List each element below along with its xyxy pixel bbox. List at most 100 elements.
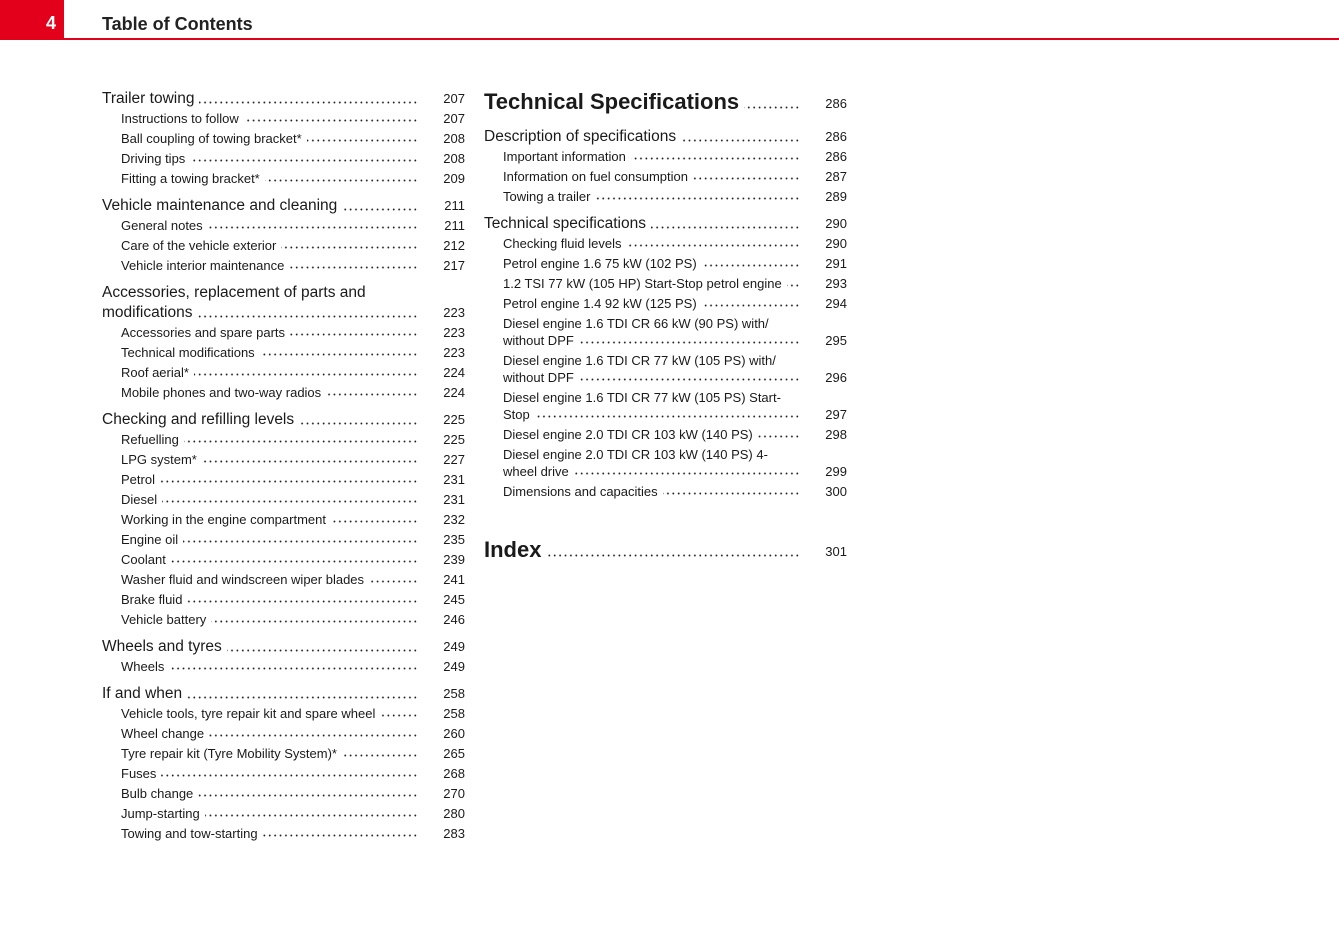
toc-entry: Instructions to follow 207 <box>102 110 465 130</box>
entry-title-wrap: Diesel engine 2.0 TDI CR 103 kW (140 PS)… <box>503 446 800 480</box>
entry-title: Care of the vehicle exterior <box>121 238 282 253</box>
toc-entry: Diesel engine 1.6 TDI CR 77 kW (105 PS) … <box>484 352 847 389</box>
entry-title: Technical modifications <box>121 345 260 360</box>
entry-title: Jump-starting <box>121 806 205 821</box>
entry-title: Fitting a towing bracket* <box>121 171 265 186</box>
toc-entry: Engine oil 235 <box>102 531 465 551</box>
entry-title-wrap: Technical Specifications <box>484 89 800 115</box>
entry-title-wrap: Fuses <box>121 765 418 782</box>
entry-title: Towing and tow-starting <box>121 826 263 841</box>
entry-title: LPG system* <box>121 452 202 467</box>
entry-title: Petrol engine 1.4 92 kW (125 PS) <box>503 296 702 311</box>
header-block: 4 <box>0 0 64 40</box>
entry-title-wrap: Accessories, replacement of parts and mo… <box>102 283 418 323</box>
entry-title: Checking and refilling levels <box>102 411 300 428</box>
entry-title-wrap: Diesel engine 1.6 TDI CR 66 kW (90 PS) w… <box>503 315 800 349</box>
entry-title: Working in the engine compartment <box>121 512 331 527</box>
toc-entry: Tyre repair kit (Tyre Mobility System)* 2… <box>102 745 465 765</box>
entry-page: 297 <box>825 407 847 422</box>
entry-page: 217 <box>443 258 465 273</box>
toc-entry: Working in the engine compartment 232 <box>102 511 465 531</box>
toc-entry: Technical Specifications 286 <box>484 89 847 121</box>
entry-title-wrap: Coolant <box>121 551 418 568</box>
toc-entry: Wheels 249 <box>102 658 465 678</box>
entry-page: 287 <box>825 169 847 184</box>
entry-title-wrap: Ball coupling of towing bracket* <box>121 130 418 147</box>
entry-page: 246 <box>443 612 465 627</box>
entry-title-wrap: Care of the vehicle exterior <box>121 237 418 254</box>
entry-title: Brake fluid <box>121 592 188 607</box>
toc-entry: Fitting a towing bracket* 209 <box>102 170 465 190</box>
entry-title-wrap: Diesel engine 1.6 TDI CR 77 kW (105 PS) … <box>503 352 800 386</box>
entry-title: Petrol engine 1.6 75 kW (102 PS) <box>503 256 702 271</box>
entry-title-wrap: Technical specifications <box>484 214 800 234</box>
toc-entry: Refuelling 225 <box>102 431 465 451</box>
entry-title: General notes <box>121 218 208 233</box>
entry-page: 268 <box>443 766 465 781</box>
entry-page: 296 <box>825 370 847 385</box>
toc-entry: Fuses 268 <box>102 765 465 785</box>
entry-title: Important information <box>503 149 631 164</box>
entry-title-wrap: Mobile phones and two-way radios <box>121 384 418 401</box>
entry-page: 299 <box>825 464 847 479</box>
toc-entry: Roof aerial* 224 <box>102 364 465 384</box>
entry-title: Wheels <box>121 659 170 674</box>
entry-title: Coolant <box>121 552 171 567</box>
entry-title: Trailer towing <box>102 90 200 107</box>
entry-title: Information on fuel consumption <box>503 169 693 184</box>
toc-entry: LPG system* 227 <box>102 451 465 471</box>
entry-title: Engine oil <box>121 532 184 547</box>
entry-page: 224 <box>443 365 465 380</box>
entry-title: Towing a trailer <box>503 189 596 204</box>
entry-title-wrap: Wheel change <box>121 725 418 742</box>
entry-page: 249 <box>443 639 465 654</box>
entry-title: Description of specifications <box>484 128 682 145</box>
toc-entry: Diesel engine 2.0 TDI CR 103 kW (140 PS)… <box>484 446 847 483</box>
header-title: Table of Contents <box>102 14 253 34</box>
entry-page: 280 <box>443 806 465 821</box>
entry-page: 239 <box>443 552 465 567</box>
entry-page: 208 <box>443 151 465 166</box>
toc-entry: Technical modifications 223 <box>102 344 465 364</box>
toc-entry: Technical specifications 290 <box>484 214 847 235</box>
entry-title-wrap: Engine oil <box>121 531 418 548</box>
entry-title-wrap: If and when <box>102 684 418 704</box>
toc-column: Trailer towing 207 Instructions to follow 2… <box>102 89 465 845</box>
entry-title: Index <box>484 537 547 562</box>
entry-page: 211 <box>444 198 465 213</box>
entry-title-wrap: Important information <box>503 148 800 165</box>
toc-entry: Accessories, replacement of parts and mo… <box>102 283 465 324</box>
entry-title-wrap: Checking and refilling levels <box>102 410 418 430</box>
entry-page: 260 <box>443 726 465 741</box>
entry-page: 294 <box>825 296 847 311</box>
entry-title-wrap: Petrol engine 1.6 75 kW (102 PS) <box>503 255 800 272</box>
toc-entry: Towing a trailer 289 <box>484 188 847 208</box>
entry-page: 286 <box>825 96 847 111</box>
entry-page: 286 <box>825 129 847 144</box>
entry-title-wrap: Instructions to follow <box>121 110 418 127</box>
toc-entry: Checking and refilling levels 225 <box>102 410 465 431</box>
entry-title: Fuses <box>121 766 162 781</box>
entry-title: Refuelling <box>121 432 184 447</box>
entry-title-wrap: General notes <box>121 217 418 234</box>
toc-entry: Checking fluid levels 290 <box>484 235 847 255</box>
entry-title: Technical specifications <box>484 215 651 232</box>
entry-title-wrap: Technical modifications <box>121 344 418 361</box>
entry-page: 265 <box>443 746 465 761</box>
toc-entry: Index 301 <box>484 537 847 569</box>
entry-page: 286 <box>825 149 847 164</box>
entry-title: Accessories and spare parts <box>121 325 291 340</box>
toc-entry: Dimensions and capacities 300 <box>484 483 847 503</box>
toc-entry: Vehicle tools, tyre repair kit and spare… <box>102 705 465 725</box>
entry-page: 223 <box>443 305 465 320</box>
entry-title-wrap: Refuelling <box>121 431 418 448</box>
entry-title-wrap: Tyre repair kit (Tyre Mobility System)* <box>121 745 418 762</box>
toc-entry: Towing and tow-starting 283 <box>102 825 465 845</box>
toc-entry: Petrol 231 <box>102 471 465 491</box>
entry-title-wrap: Description of specifications <box>484 127 800 147</box>
toc-entry: Ball coupling of towing bracket* 208 <box>102 130 465 150</box>
entry-page: 208 <box>443 131 465 146</box>
entry-page: 224 <box>443 385 465 400</box>
entry-title: Checking fluid levels <box>503 236 627 251</box>
entry-page: 223 <box>443 325 465 340</box>
